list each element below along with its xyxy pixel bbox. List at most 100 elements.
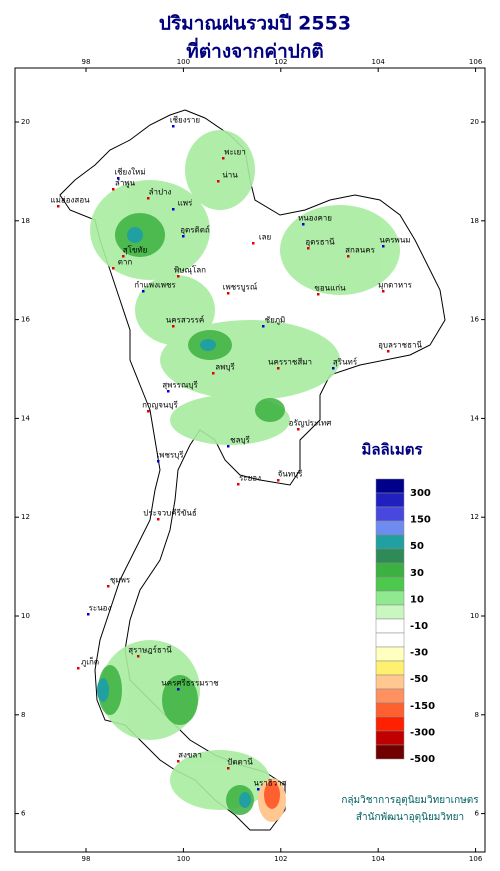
map-title: ปริมาณฝนรวมปี 2553 [159, 13, 351, 35]
place-marker [227, 767, 230, 770]
legend-label: -30 [410, 648, 428, 659]
rain-areas-very-heavy [97, 227, 251, 808]
place-marker [157, 518, 160, 521]
place-marker [122, 255, 125, 258]
place-marker [227, 292, 230, 295]
place-label: ระยอง [239, 474, 261, 483]
place-label: นราธิวาส [253, 779, 286, 788]
place-label: ตาก [118, 258, 133, 267]
y-tick-label: 8 [21, 711, 25, 719]
x-tick-label: 100 [177, 855, 190, 863]
y-tick-label: 8 [475, 711, 479, 719]
place-label: นครราชสีมา [268, 358, 312, 367]
place-label: สกลนคร [345, 246, 375, 255]
credit-line: สำนักพัฒนาอุตุนิยมวิทยา [356, 812, 464, 823]
legend-label: 50 [410, 541, 424, 552]
place-label: มุกดาหาร [378, 281, 413, 290]
rain-area [135, 275, 215, 345]
place-marker [237, 483, 240, 486]
place-marker [172, 208, 175, 211]
legend-swatch [375, 590, 405, 606]
legend-swatch [375, 688, 405, 704]
place-label: สงขลา [178, 751, 202, 760]
y-tick-label: 18 [470, 217, 479, 225]
place-marker [147, 410, 150, 413]
place-label: จันทบุรี [278, 470, 304, 479]
place-marker [262, 325, 265, 328]
place-label: ประจวบคีรีขันธ์ [143, 508, 197, 518]
legend-swatch [375, 716, 405, 732]
place-marker [217, 180, 220, 183]
legend: มิลลิเมตร 300 150 50 30 10 -10 -30 -50 -150 -300 -… [361, 441, 435, 766]
credit-line: กลุ่มวิชาการอุตุนิยมวิทยาเกษตร [341, 795, 479, 806]
place-marker [172, 125, 175, 128]
rain-area [239, 792, 251, 808]
legend-swatch [375, 618, 405, 634]
place-label: หนองคาย [298, 214, 332, 223]
place-marker [167, 390, 170, 393]
rain-area [162, 675, 198, 725]
place-marker [177, 275, 180, 278]
legend-label: 300 [410, 488, 431, 499]
x-tick-label: 106 [469, 855, 483, 863]
rain-area [185, 130, 255, 210]
x-tick-label: 100 [177, 58, 190, 66]
place-marker [77, 667, 80, 670]
legend-label: 150 [410, 515, 431, 526]
place-marker [382, 290, 385, 293]
place-marker [252, 242, 255, 245]
y-tick-label: 18 [21, 217, 30, 225]
place-label: อรัญประเทศ [289, 419, 332, 428]
place-label: ลพบุรี [215, 363, 235, 372]
dry-area-inner [264, 781, 280, 809]
place-marker [212, 372, 215, 375]
place-label: เพชรบุรี [156, 451, 184, 460]
legend-swatch [375, 548, 405, 564]
place-label: ขอนแก่น [314, 284, 346, 293]
y-tick-label: 12 [21, 513, 30, 521]
y-tick-label: 6 [475, 810, 480, 818]
y-tick-label: 16 [470, 316, 479, 324]
rain-area [98, 665, 122, 715]
place-marker [172, 325, 175, 328]
legend-label: 10 [410, 594, 424, 605]
place-label: ภูเก็ต [81, 657, 99, 668]
legend-swatch [375, 674, 405, 690]
legend-swatch [375, 506, 405, 522]
place-label: นครสวรรค์ [166, 315, 204, 325]
legend-label: -10 [410, 621, 428, 632]
place-label: เพชรบูรณ์ [223, 282, 258, 293]
place-label: แม่ฮ่องสอน [50, 196, 90, 205]
x-tick-label: 104 [372, 58, 386, 66]
x-tick-label: 98 [82, 58, 91, 66]
legend-swatch [375, 702, 405, 718]
legend-swatch [375, 492, 405, 508]
x-tick-label: 104 [372, 855, 386, 863]
place-label: แพร่ [178, 199, 193, 208]
x-tick-label: 102 [274, 855, 287, 863]
place-label: ลำปาง [149, 188, 172, 197]
legend-label: -300 [410, 727, 435, 738]
place-marker [222, 157, 225, 160]
place-label: สุราษฎร์ธานี [128, 645, 172, 655]
place-marker [317, 293, 320, 296]
rain-area [200, 339, 216, 351]
place-marker [137, 655, 140, 658]
place-marker [347, 255, 350, 258]
place-label: เชียงราย [170, 116, 200, 125]
place-marker [307, 247, 310, 250]
rain-area [127, 227, 143, 243]
place-marker [227, 445, 230, 448]
place-marker [157, 460, 160, 463]
place-label: พะเยา [224, 148, 245, 157]
place-marker [57, 205, 60, 208]
place-label: กาญจนบุรี [142, 401, 178, 410]
x-tick-label: 102 [274, 58, 287, 66]
place-marker [142, 290, 145, 293]
place-label: ชุมพร [110, 576, 131, 585]
place-marker [332, 367, 335, 370]
legend-swatch [375, 604, 405, 620]
legend-label: -150 [410, 701, 435, 712]
place-label: นครศรีธรรมราช [161, 679, 219, 688]
